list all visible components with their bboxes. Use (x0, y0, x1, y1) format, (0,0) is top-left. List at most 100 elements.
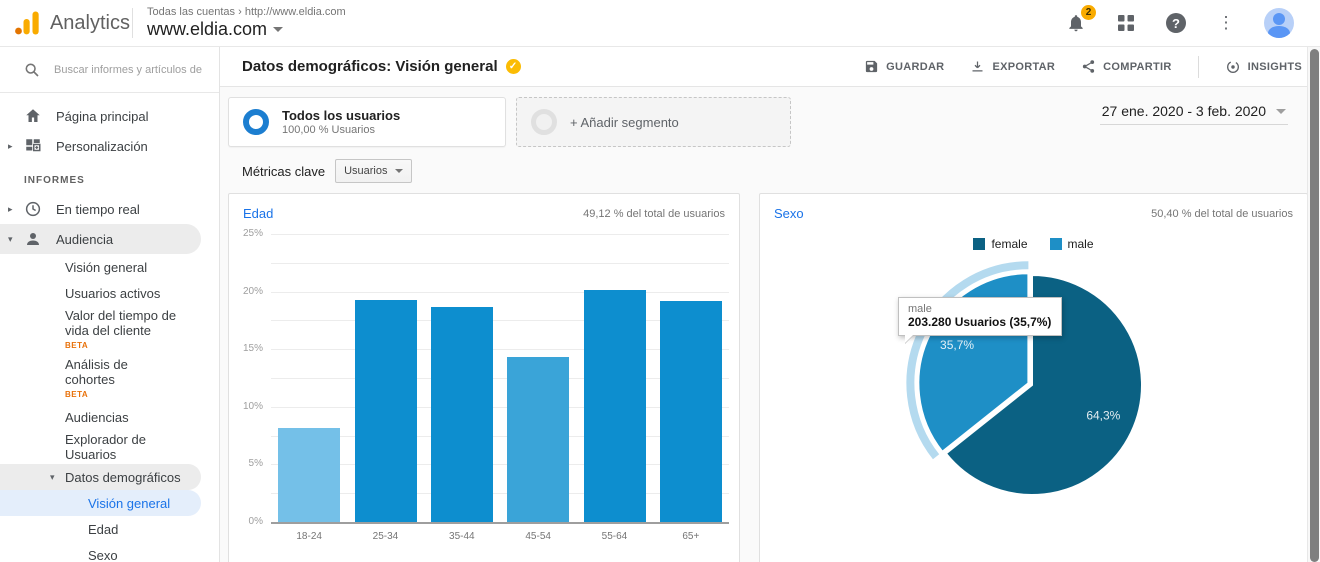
metric-select[interactable]: Usuarios (335, 159, 413, 183)
age-bar-45-54[interactable] (507, 357, 570, 522)
sidebar-item-datos-demogr-ficos[interactable]: ▾ Datos demográficos (0, 464, 201, 490)
help-button[interactable]: ? (1164, 11, 1188, 35)
user-avatar[interactable] (1264, 8, 1294, 38)
legend-label: female (991, 237, 1028, 251)
segment-all-users[interactable]: Todos los usuarios 100,00 % Usuarios (228, 97, 506, 147)
y-axis-tick: 20% (242, 285, 263, 297)
age-bar-25-34[interactable] (354, 299, 417, 522)
age-bar-65+[interactable] (659, 300, 722, 522)
add-segment-label: + Añadir segmento (570, 114, 679, 130)
gender-chart-subtitle: 50,40 % del total de usuarios (1151, 207, 1293, 220)
sidebar-item-audiencia[interactable]: ▾ Audiencia (0, 224, 201, 254)
x-axis-tick: 45-54 (525, 531, 551, 542)
key-metrics-row: Métricas clave Usuarios (228, 155, 1320, 193)
top-bar: Analytics Todas las cuentas › http://www… (0, 0, 1320, 47)
y-axis-tick: 0% (248, 516, 263, 527)
avatar-head (1273, 13, 1285, 25)
gridline (271, 406, 729, 408)
segment-title: Todos los usuarios (282, 108, 401, 123)
sidebar-item-p-gina-principal[interactable]: Página principal (0, 101, 201, 131)
share-button[interactable]: COMPARTIR (1081, 59, 1172, 74)
sidebar-item-explorador-de-usuarios[interactable]: Explorador de Usuarios (0, 430, 201, 464)
share-label: COMPARTIR (1103, 60, 1172, 73)
beta-badge: BETA (65, 341, 89, 350)
download-icon (972, 61, 983, 72)
sidebar-item-label: En tiempo real (56, 201, 140, 217)
report-search[interactable] (0, 47, 219, 93)
chevron-down-icon[interactable]: ▾ (8, 233, 13, 244)
pie-tooltip: male 203.280 Usuarios (35,7%) (898, 297, 1063, 343)
home-icon (24, 107, 42, 125)
sidebar-item-visi-n-general[interactable]: Visión general (0, 254, 201, 280)
legend-item-female[interactable]: female (973, 237, 1028, 251)
pie-slice-female[interactable] (944, 273, 1143, 496)
sidebar-item-sexo[interactable]: Sexo (0, 542, 201, 562)
vertical-scrollbar[interactable] (1307, 47, 1320, 562)
account-property: Todas las cuentas › http://www.eldia.com… (147, 6, 346, 40)
sidebar-item-edad[interactable]: Edad (0, 516, 201, 542)
export-button[interactable]: EXPORTAR (970, 59, 1055, 74)
sidebar-item-an-lisis-de-cohortes[interactable]: Análisis de cohortes BETA (0, 355, 201, 404)
gender-chart-title-link[interactable]: Sexo (774, 206, 804, 221)
main-content: Datos demográficos: Visión general ✓ GUA… (220, 47, 1320, 562)
topbar-actions: 2 ? ⋮ (1064, 5, 1320, 38)
gridline (271, 464, 729, 466)
chevron-down-icon (395, 169, 404, 173)
x-axis-tick: 55-64 (601, 531, 628, 542)
sidebar-item-label: Audiencias (65, 409, 129, 425)
x-axis-tick: 35-44 (449, 531, 475, 542)
sidebar-item-label: Personalización (56, 138, 148, 154)
age-chart-subtitle: 49,12 % del total de usuarios (583, 207, 725, 220)
legend-swatch-icon (1049, 238, 1062, 250)
sidebar-section-label: INFORMES (24, 175, 85, 186)
age-chart-card: Edad 49,12 % del total de usuarios 0% 5% 1… (228, 193, 740, 562)
search-input[interactable] (54, 63, 204, 76)
gridline (271, 378, 729, 379)
app-name: Analytics (49, 11, 130, 34)
sidebar-item-label: Valor del tiempo de vida del cliente BETA (65, 308, 181, 353)
pie-slice-label: 35,7% (940, 338, 974, 352)
insights-button[interactable]: INSIGHTS (1225, 59, 1302, 75)
save-icon (865, 60, 878, 73)
person-icon (24, 230, 42, 248)
analytics-logo[interactable]: Analytics (14, 10, 130, 36)
x-axis-tick: 65+ (682, 531, 700, 542)
sidebar-item-visi-n-general[interactable]: Visión general (0, 490, 201, 516)
age-chart-title-link[interactable]: Edad (243, 206, 274, 221)
charts-row: Edad 49,12 % del total de usuarios 0% 5% 1… (228, 193, 1320, 562)
sidebar-item-en-tiempo-real[interactable]: ▸ En tiempo real (0, 194, 201, 224)
chevron-right-icon[interactable]: ▸ (8, 203, 13, 214)
bell-icon (1069, 15, 1083, 32)
avatar-body (1268, 26, 1290, 38)
page-title: Datos demográficos: Visión general ✓ (242, 58, 521, 75)
customization-icon (24, 137, 42, 155)
sidebar-item-label: Usuarios activos (65, 285, 161, 301)
sidebar-item-audiencias[interactable]: Audiencias (0, 404, 201, 430)
segment-ring-icon (243, 109, 269, 135)
sidebar-item-personalizaci-n[interactable]: ▸ Personalización (0, 131, 201, 161)
sidebar-item-valor-del-tiempo-de-vida-del-cliente[interactable]: Valor del tiempo de vida del cliente BETA (0, 306, 201, 355)
tooltip-label: male (908, 303, 932, 315)
chevron-down-icon[interactable]: ▾ (50, 471, 55, 482)
age-bar-55-64[interactable] (583, 290, 646, 522)
scrollbar-thumb[interactable] (1310, 49, 1319, 562)
sidebar-item-label: Audiencia (56, 231, 114, 247)
apps-grid-button[interactable] (1114, 11, 1138, 35)
notifications-button[interactable]: 2 (1064, 5, 1096, 35)
save-button[interactable]: GUARDAR (864, 59, 944, 74)
sidebar-item-usuarios-activos[interactable]: Usuarios activos (0, 280, 201, 306)
legend-item-male[interactable]: male (1049, 237, 1094, 251)
segment-subtitle: 100,00 % Usuarios (282, 124, 375, 136)
x-axis-tick: 25-34 (372, 531, 399, 542)
age-bar-35-44[interactable] (430, 306, 493, 522)
property-selector[interactable]: www.eldia.com (147, 19, 346, 40)
more-menu-button[interactable]: ⋮ (1214, 11, 1238, 35)
chevron-down-icon (273, 27, 284, 32)
sidebar-item-label: Visión general (88, 495, 171, 511)
date-range-picker[interactable]: 27 ene. 2020 - 3 feb. 2020 (1099, 97, 1288, 125)
pie-slice-label: 64,3% (1086, 408, 1120, 422)
add-segment-button[interactable]: + Añadir segmento (516, 97, 791, 147)
age-bar-18-24[interactable] (278, 427, 341, 522)
chevron-right-icon[interactable]: ▸ (8, 140, 13, 151)
